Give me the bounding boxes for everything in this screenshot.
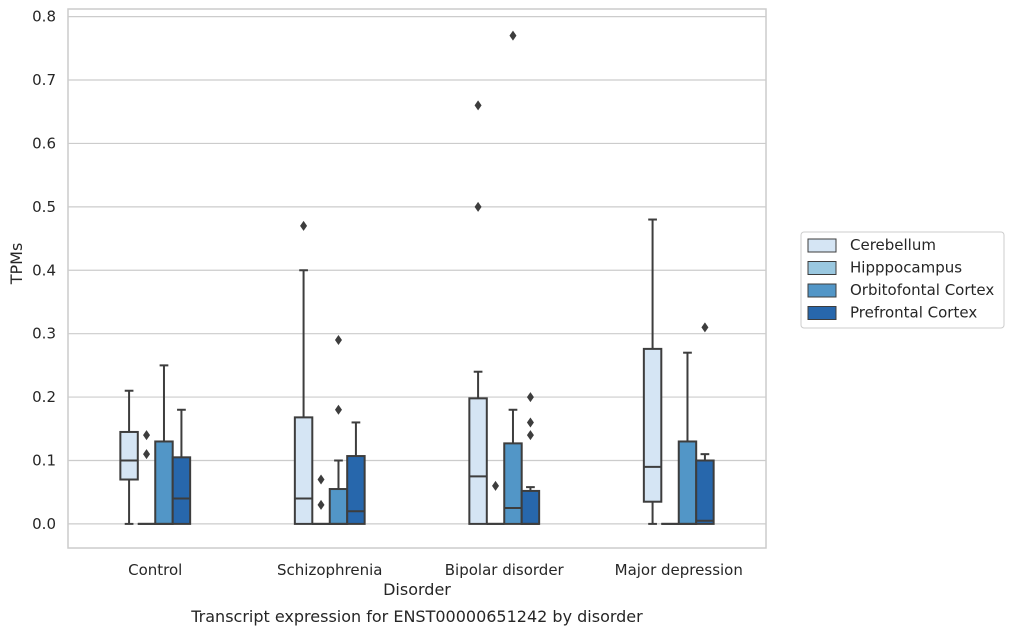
x-tick-label: Major depression: [615, 561, 743, 579]
outlier-point: [334, 335, 342, 346]
y-tick-label: 0.1: [32, 451, 56, 469]
outlier-point: [300, 220, 308, 231]
y-tick-label: 0.8: [32, 8, 56, 26]
legend-swatch: [807, 306, 837, 320]
outlier-point: [143, 449, 151, 460]
legend: Cerebellum Hipppocampus Orbitofontal Corte…: [800, 231, 1005, 329]
box-hipppocampus: [137, 430, 156, 525]
x-tick-label: Bipolar disorder: [445, 561, 565, 579]
box-orbitofontal-cortex: [503, 30, 523, 525]
y-tick-label: 0.7: [32, 71, 56, 89]
box-cerebellum: [468, 100, 488, 525]
chart-caption: Transcript expression for ENST0000065124…: [190, 607, 643, 626]
x-tick-labels: Control Schizophrenia Bipolar disorder Majo…: [128, 561, 743, 579]
outlier-point: [317, 499, 325, 510]
box-iqr: [468, 397, 488, 525]
box-prefrontal-cortex: [171, 408, 192, 525]
box-iqr: [642, 347, 663, 503]
legend-label: Orbitofontal Cortex: [850, 281, 994, 299]
outlier-point: [509, 30, 517, 41]
box-cerebellum: [119, 389, 139, 525]
y-axis-label: TPMs: [7, 243, 26, 286]
plot-frame: [67, 8, 767, 549]
outlier-point: [526, 430, 534, 441]
legend-swatch: [807, 283, 837, 298]
outlier-point: [492, 480, 500, 491]
box-iqr: [346, 455, 366, 525]
legend-label: Prefrontal Cortex: [850, 304, 977, 322]
box-orbitofontal-cortex: [677, 351, 698, 525]
y-tick-label: 0.4: [32, 261, 56, 279]
box-iqr: [119, 430, 139, 481]
box-prefrontal-cortex: [695, 322, 715, 525]
outlier-point: [701, 322, 709, 333]
y-tick-label: 0.5: [32, 198, 56, 216]
box-iqr: [520, 489, 541, 525]
box-prefrontal-cortex: [520, 392, 541, 525]
legend-label: Cerebellum: [850, 236, 936, 254]
x-tick-label: Schizophrenia: [277, 561, 382, 579]
box-cerebellum: [293, 220, 314, 525]
x-tick-label: Control: [128, 561, 182, 579]
box-hipppocampus: [312, 474, 330, 525]
box-iqr: [677, 440, 698, 525]
y-tick-label: 0.6: [32, 134, 56, 152]
box-iqr: [695, 459, 715, 525]
box-hipppocampus: [486, 480, 505, 525]
outlier-point: [526, 417, 534, 428]
y-tick-label: 0.0: [32, 515, 56, 533]
boxes: [119, 30, 715, 525]
legend-label: Hipppocampus: [850, 259, 962, 277]
legend-frame: [800, 231, 1005, 329]
y-tick-labels: 0.0 0.1 0.2 0.3 0.4 0.5 0.6 0.7 0.8: [32, 8, 56, 533]
x-axis-label: Disorder: [383, 580, 451, 599]
legend-swatch: [807, 261, 837, 275]
legend-swatch: [807, 238, 837, 253]
box-iqr: [293, 416, 314, 525]
box-prefrontal-cortex: [346, 421, 366, 525]
box-iqr: [503, 442, 523, 525]
outlier-point: [474, 201, 482, 212]
box-iqr: [171, 456, 192, 525]
y-tick-label: 0.2: [32, 388, 56, 406]
outlier-point: [317, 474, 325, 485]
box-iqr: [154, 440, 174, 525]
outlier-point: [334, 404, 342, 415]
box-cerebellum: [642, 218, 663, 525]
box-orbitofontal-cortex: [154, 364, 174, 525]
box-iqr: [328, 488, 349, 525]
outlier-point: [526, 392, 534, 403]
y-tick-label: 0.3: [32, 325, 56, 343]
outlier-point: [474, 100, 482, 111]
box-orbitofontal-cortex: [328, 335, 349, 525]
outlier-point: [143, 430, 151, 441]
